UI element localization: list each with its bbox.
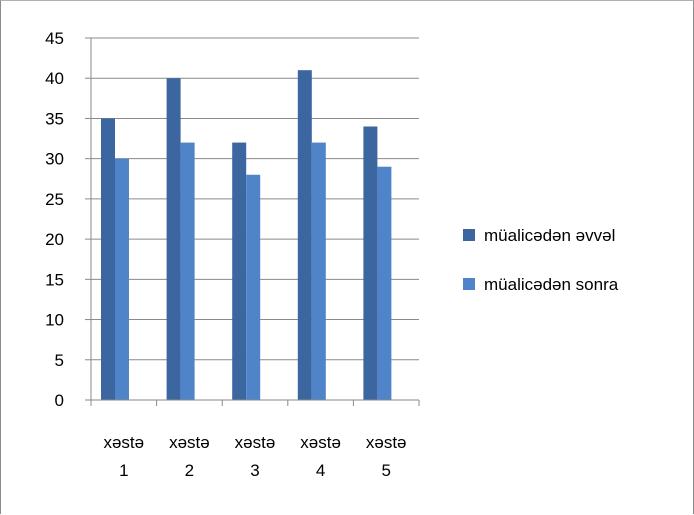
y-tick-label: 5 (55, 351, 64, 370)
bar-before-3 (232, 142, 247, 401)
y-tick-label: 10 (45, 311, 64, 330)
x-category-label: 2 (185, 461, 194, 480)
bars (101, 70, 392, 401)
bar-before-5 (363, 126, 378, 400)
y-tick-label: 20 (45, 230, 64, 249)
bar-after-3 (246, 174, 261, 400)
bar-after-1 (115, 158, 129, 400)
legend-label: müalicədən sonra (484, 275, 619, 294)
y-tick-label: 40 (45, 69, 64, 88)
y-tick-label: 0 (55, 391, 64, 410)
bar-before-2 (166, 78, 181, 400)
x-category-label: xəstə (103, 433, 144, 452)
y-tick-labels: 0 5 10 15 20 25 30 35 40 45 (45, 29, 64, 410)
axes (90, 38, 420, 406)
y-tick-label: 45 (45, 29, 64, 48)
bar-after-5 (377, 166, 392, 400)
x-category-label: 3 (250, 461, 259, 480)
x-category-label: xəstə (169, 433, 210, 452)
y-tick-label: 25 (45, 190, 64, 209)
legend: müalicədən əvvəl müalicədən sonra (463, 226, 619, 294)
bar-before-1 (101, 118, 115, 400)
y-tick-label: 15 (45, 270, 64, 289)
legend-swatch (463, 278, 475, 290)
x-category-label: xəstə (366, 433, 407, 452)
x-category-label: xəstə (235, 433, 276, 452)
y-tick-label: 30 (45, 150, 64, 169)
x-category-labels: xəstə 1 xəstə 2 xəstə 3 xəstə 4 xəstə 5 (103, 433, 406, 480)
legend-swatch (463, 229, 475, 241)
x-category-label: 4 (316, 461, 325, 480)
bar-after-4 (311, 142, 326, 401)
bar-before-4 (297, 70, 312, 400)
x-category-label: 1 (119, 461, 128, 480)
bar-after-2 (180, 142, 195, 401)
x-category-label: xəstə (300, 433, 341, 452)
y-tick-label: 35 (45, 109, 64, 128)
legend-label: müalicədən əvvəl (484, 226, 615, 245)
x-category-label: 5 (381, 461, 390, 480)
